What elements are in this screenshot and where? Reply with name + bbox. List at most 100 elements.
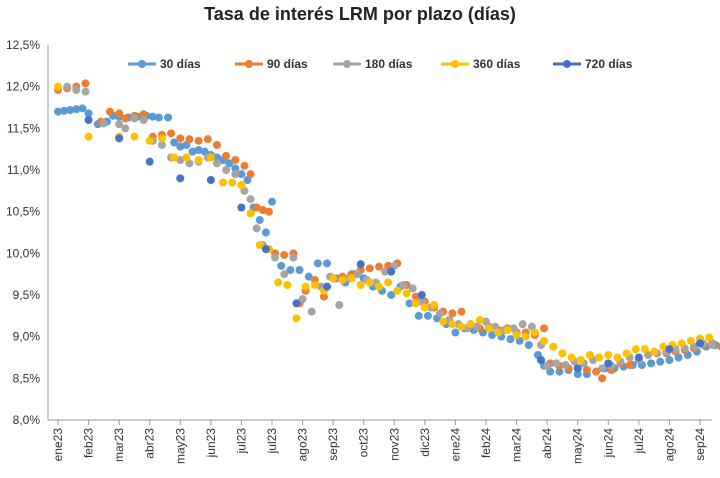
data-point [384, 278, 393, 287]
data-point [237, 170, 246, 179]
y-axis: 8,0% 8,5% 9,0% 9,5% 10,0% 10,5% 11,0% 11,5% 12,0… [6, 38, 49, 427]
data-point [292, 299, 301, 308]
data-point [665, 356, 674, 364]
data-point [231, 164, 240, 173]
data-point [84, 109, 93, 118]
data-point [451, 328, 460, 337]
data-point [631, 345, 640, 354]
y-tick-label: 11,5% [7, 121, 40, 135]
data-point [402, 289, 411, 298]
legend-swatch-marker [343, 60, 351, 68]
data-point [188, 147, 197, 156]
data-point [543, 361, 552, 370]
data-point [206, 153, 215, 162]
data-point [277, 261, 286, 270]
legend-label: 180 días [365, 57, 413, 71]
data-point [405, 299, 414, 308]
data-point [439, 317, 448, 326]
data-point [105, 107, 114, 116]
data-point [561, 361, 570, 369]
data-point [598, 364, 607, 373]
data-point [115, 109, 124, 118]
data-point [677, 339, 686, 348]
data-point [307, 307, 316, 316]
data-point [283, 281, 292, 289]
x-tick-label: oct23 [357, 428, 371, 458]
legend-item: 720 días [553, 57, 633, 71]
data-point [252, 203, 261, 212]
data-point [60, 106, 69, 115]
legend-label: 30 días [160, 57, 201, 71]
data-point [503, 326, 512, 334]
data-point [194, 146, 203, 154]
data-point [323, 282, 332, 291]
data-point [176, 174, 185, 183]
series-720-días [84, 116, 704, 373]
data-point [686, 336, 695, 345]
x-tick-label: ago23 [296, 428, 310, 462]
data-point [387, 267, 396, 276]
data-point [84, 116, 93, 124]
data-point [567, 353, 576, 362]
x-tick-label: jun23 [204, 428, 218, 459]
data-point [705, 333, 714, 342]
legend-label: 90 días [267, 57, 308, 71]
data-point [212, 153, 221, 162]
data-point [121, 114, 130, 123]
data-point [335, 301, 344, 309]
data-point [121, 124, 130, 133]
data-point [540, 336, 549, 345]
data-point [411, 299, 420, 308]
data-point [323, 259, 332, 268]
data-point [640, 345, 649, 354]
data-point [194, 156, 203, 164]
data-point [298, 295, 307, 304]
data-point [650, 347, 659, 356]
data-point [353, 270, 362, 279]
data-point [252, 224, 261, 233]
data-point [295, 266, 304, 274]
series-90-días [54, 79, 720, 383]
x-tick-label: jul24 [632, 428, 646, 455]
data-point [289, 253, 298, 262]
data-point [292, 314, 301, 323]
data-point [246, 170, 255, 179]
data-point [552, 359, 561, 368]
y-tick-label: 8,5% [13, 371, 41, 385]
x-tick-label: feb24 [479, 428, 493, 458]
data-point [393, 286, 402, 295]
data-point [145, 157, 154, 166]
data-point [228, 178, 237, 187]
x-tick-label: sep24 [693, 428, 707, 461]
x-tick-label: jun24 [601, 428, 615, 459]
data-point [271, 253, 280, 262]
data-point [54, 107, 62, 116]
data-point [72, 86, 81, 94]
legend-item: 180 días [333, 57, 413, 71]
data-point [115, 120, 124, 129]
data-point [625, 361, 634, 369]
data-point [246, 195, 255, 204]
data-point [457, 307, 466, 316]
data-point [81, 87, 90, 96]
x-tick-label: sep23 [326, 428, 340, 461]
data-point [194, 136, 203, 145]
data-point [436, 309, 445, 318]
data-point [448, 320, 457, 329]
data-point [212, 141, 221, 149]
data-point [408, 284, 417, 293]
data-point [231, 156, 240, 164]
legend-item: 90 días [235, 57, 308, 71]
data-point [84, 132, 93, 141]
data-point [81, 79, 90, 88]
data-point [255, 241, 264, 249]
legend-label: 360 días [473, 57, 521, 71]
data-point [167, 129, 176, 138]
x-tick-label: dic23 [418, 428, 432, 457]
data-point [63, 82, 72, 91]
data-point [521, 332, 530, 341]
data-point [157, 141, 166, 149]
data-point [420, 303, 429, 312]
data-point [592, 367, 601, 376]
data-point [399, 281, 408, 289]
